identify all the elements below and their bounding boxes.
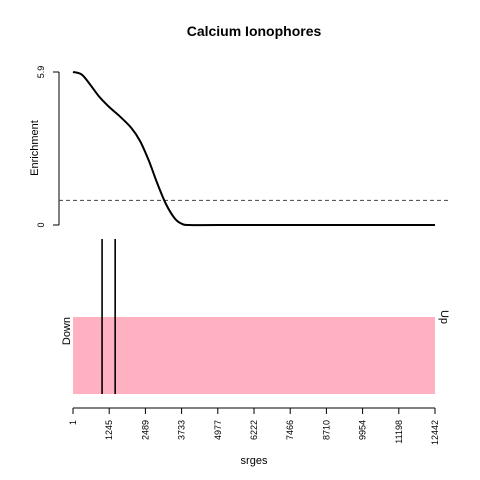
- enrichment-y-ticks: 05.9: [36, 66, 59, 228]
- x-tick-label: 4977: [213, 420, 223, 440]
- enrichment-y-tick-label: 0: [36, 222, 46, 227]
- enrichment-y-tick-label: 5.9: [36, 66, 46, 79]
- x-tick-label: 6222: [249, 420, 259, 440]
- barcode-hits: [101, 239, 116, 394]
- up-label: Up: [438, 310, 450, 324]
- x-tick-label: 2489: [140, 420, 150, 440]
- barcode-panel: Down Up 1 1245 2489 3733 4977 6222 7466 8710 995…: [61, 239, 450, 467]
- x-tick-label: 7466: [285, 420, 295, 440]
- x-tick-label: 3733: [177, 420, 187, 440]
- enrichment-panel: 05.9 Enrichment: [29, 66, 448, 228]
- x-axis-label: srges: [241, 455, 268, 467]
- enrichment-curve: [72, 71, 435, 227]
- x-ticks: 1 1245 2489 3733 4977 6222 7466 8710 9954 11198 12…: [68, 408, 440, 445]
- x-tick-label: 1: [68, 420, 78, 425]
- down-label: Down: [61, 317, 73, 345]
- chart-title: Calcium Ionophores: [187, 23, 322, 39]
- x-tick-label: 8710: [321, 420, 331, 440]
- x-tick-label: 11198: [394, 420, 404, 444]
- x-tick-label: 1245: [104, 420, 114, 440]
- enrichment-y-label: Enrichment: [29, 120, 41, 176]
- x-tick-label: 9954: [358, 420, 368, 440]
- barcode-band: [73, 317, 435, 394]
- x-tick-label: 12442: [430, 420, 440, 445]
